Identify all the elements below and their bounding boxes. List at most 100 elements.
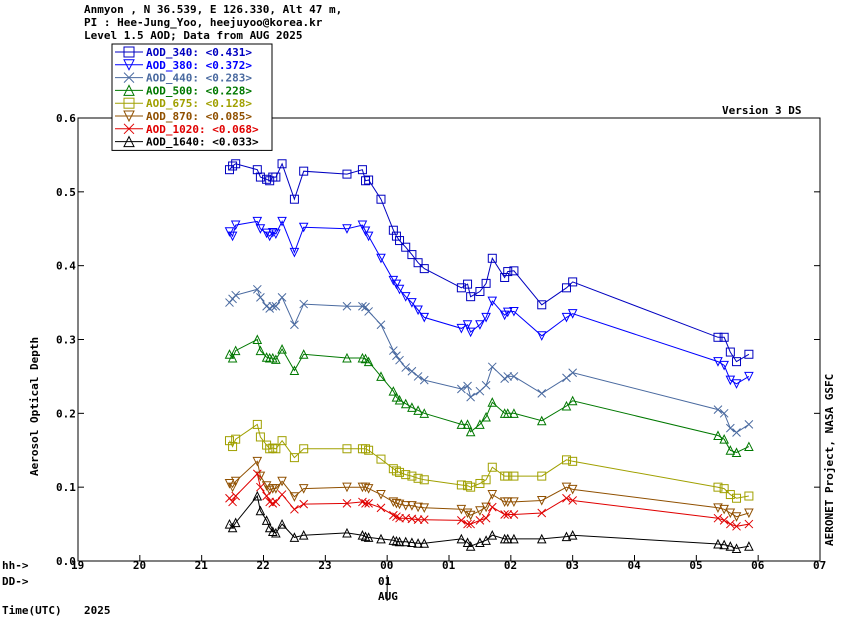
data-point-triangle-up — [487, 397, 498, 407]
data-point-triangle-up — [376, 533, 386, 544]
data-point-square — [407, 471, 417, 481]
data-point-x — [568, 368, 578, 378]
data-point-triangle-up — [536, 533, 547, 544]
data-point-x — [457, 516, 466, 525]
data-point-x — [123, 72, 135, 83]
data-point-triangle-up — [227, 352, 238, 363]
data-point-triangle-up — [407, 537, 417, 548]
data-point-x — [388, 346, 398, 355]
data-point-x — [123, 123, 135, 135]
data-point-square — [713, 332, 723, 342]
data-point-square — [744, 349, 754, 359]
day-label: 01 — [378, 575, 392, 588]
data-point-triangle-up — [342, 527, 352, 538]
legend-label: AOD_675: <0.128> — [146, 97, 252, 110]
data-point-x — [466, 519, 475, 529]
data-point-triangle-up — [462, 537, 473, 548]
data-point-triangle-down — [298, 484, 309, 494]
legend-label: AOD_1020: <0.068> — [146, 123, 259, 136]
data-point-triangle-up — [230, 345, 241, 356]
data-point-triangle-down — [475, 506, 485, 516]
data-point-triangle-down — [230, 220, 241, 231]
data-point-square — [463, 279, 473, 289]
data-point-square — [719, 484, 729, 494]
data-point-square — [361, 176, 371, 186]
data-point-x — [262, 491, 271, 501]
data-point-triangle-down — [271, 484, 281, 494]
header-location: Anmyon , N 36.539, E 126.330, Alt 47 m, — [84, 3, 342, 16]
data-point-triangle-down — [509, 497, 519, 508]
data-point-square — [255, 432, 265, 442]
series-layer — [224, 159, 754, 553]
data-point-x — [271, 301, 281, 311]
legend-label: AOD_870: <0.085> — [146, 110, 252, 123]
data-point-triangle-down — [255, 471, 266, 482]
data-point-square — [262, 174, 272, 184]
legend-entry: AOD_500: <0.228> — [115, 84, 252, 97]
data-point-triangle-up — [230, 517, 241, 528]
data-point-square — [732, 493, 742, 503]
data-point-x — [475, 516, 485, 525]
data-point-square — [299, 444, 309, 454]
data-point-triangle-up — [481, 535, 491, 545]
data-point-square — [466, 292, 476, 302]
data-point-square — [357, 165, 367, 175]
data-point-triangle-up — [502, 408, 513, 418]
data-point-square — [271, 172, 281, 182]
data-point-triangle-down — [509, 306, 519, 317]
data-point-square — [395, 236, 405, 246]
data-point-triangle-down — [487, 296, 498, 307]
data-point-triangle-up — [255, 505, 266, 516]
data-point-triangle-down — [481, 312, 491, 323]
data-point-triangle-up — [413, 405, 423, 415]
data-point-x — [509, 372, 519, 381]
data-point-triangle-down — [388, 497, 399, 508]
data-point-triangle-up — [475, 537, 485, 548]
data-point-x — [457, 384, 466, 394]
data-point-triangle-up — [261, 515, 272, 525]
data-point-x — [466, 392, 475, 402]
data-point-triangle-down — [363, 484, 374, 494]
x-tick-label: 07 — [813, 559, 826, 572]
data-point-triangle-down — [123, 59, 135, 71]
y-tick-label: 0.4 — [56, 260, 76, 273]
data-point-square — [487, 462, 497, 472]
data-point-triangle-up — [719, 434, 729, 444]
data-point-triangle-up — [719, 539, 729, 550]
data-point-x — [342, 499, 352, 508]
data-point-triangle-down — [502, 307, 513, 318]
data-point-triangle-down — [419, 503, 430, 513]
data-point-x — [376, 320, 386, 330]
x-tick-label: 21 — [195, 559, 209, 572]
data-point-square — [361, 444, 371, 454]
series-aod-870 — [224, 456, 754, 522]
data-point-square — [725, 347, 735, 357]
data-point-x — [713, 513, 723, 523]
series-aod-1020 — [225, 469, 754, 531]
series-aod-440 — [225, 284, 754, 437]
data-point-triangle-up — [298, 530, 309, 540]
data-point-x — [401, 363, 411, 372]
data-point-triangle-down — [342, 224, 352, 234]
project-label: AERONET Project, NASA GSFC — [823, 374, 836, 546]
data-point-square — [252, 419, 262, 429]
data-point-x — [713, 405, 723, 414]
data-point-triangle-down — [481, 502, 491, 513]
data-point-square — [342, 169, 352, 179]
data-point-triangle-up — [481, 411, 491, 422]
x-axis-ticks: 19 20 21 22 23 00 01 02 03 04 05 06 07 — [71, 555, 826, 601]
data-point-triangle-down — [264, 231, 275, 242]
data-point-square — [395, 467, 405, 477]
data-point-x — [392, 512, 401, 522]
data-point-triangle-down — [561, 312, 572, 323]
data-point-triangle-down — [363, 231, 374, 242]
legend: AOD_340: <0.431>AOD_380: <0.372>AOD_440:… — [111, 43, 273, 151]
data-point-triangle-up — [363, 532, 374, 542]
data-point-x — [732, 428, 741, 437]
x-tick-label: 04 — [628, 559, 642, 572]
x-tick-label: 22 — [257, 559, 270, 572]
data-point-triangle-up — [744, 441, 754, 452]
data-point-triangle-up — [277, 343, 287, 354]
data-point-x — [419, 375, 429, 385]
data-point-triangle-down — [394, 284, 405, 295]
